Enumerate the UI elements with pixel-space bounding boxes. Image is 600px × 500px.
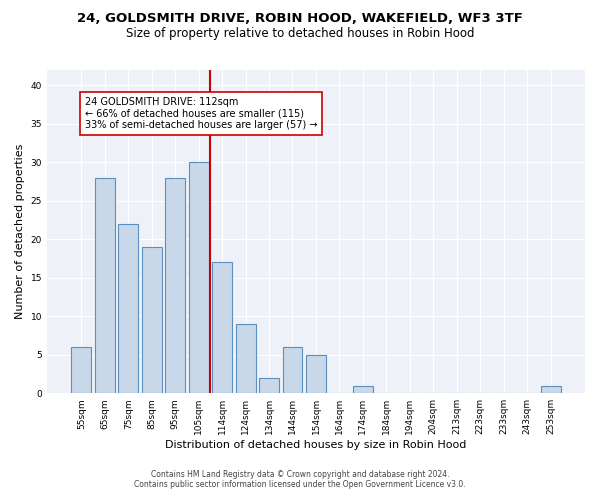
Bar bbox=[95, 178, 115, 393]
Bar bbox=[212, 262, 232, 393]
Y-axis label: Number of detached properties: Number of detached properties bbox=[15, 144, 25, 320]
Bar bbox=[541, 386, 560, 393]
Bar bbox=[188, 162, 209, 393]
Bar bbox=[283, 347, 302, 393]
Bar bbox=[118, 224, 138, 393]
Text: Size of property relative to detached houses in Robin Hood: Size of property relative to detached ho… bbox=[126, 28, 474, 40]
Bar bbox=[306, 354, 326, 393]
Text: 24 GOLDSMITH DRIVE: 112sqm
← 66% of detached houses are smaller (115)
33% of sem: 24 GOLDSMITH DRIVE: 112sqm ← 66% of deta… bbox=[85, 97, 317, 130]
Text: 24, GOLDSMITH DRIVE, ROBIN HOOD, WAKEFIELD, WF3 3TF: 24, GOLDSMITH DRIVE, ROBIN HOOD, WAKEFIE… bbox=[77, 12, 523, 26]
Bar bbox=[71, 347, 91, 393]
X-axis label: Distribution of detached houses by size in Robin Hood: Distribution of detached houses by size … bbox=[165, 440, 467, 450]
Bar bbox=[142, 247, 162, 393]
Bar bbox=[165, 178, 185, 393]
Bar bbox=[353, 386, 373, 393]
Bar bbox=[259, 378, 279, 393]
Bar bbox=[236, 324, 256, 393]
Text: Contains HM Land Registry data © Crown copyright and database right 2024.
Contai: Contains HM Land Registry data © Crown c… bbox=[134, 470, 466, 489]
